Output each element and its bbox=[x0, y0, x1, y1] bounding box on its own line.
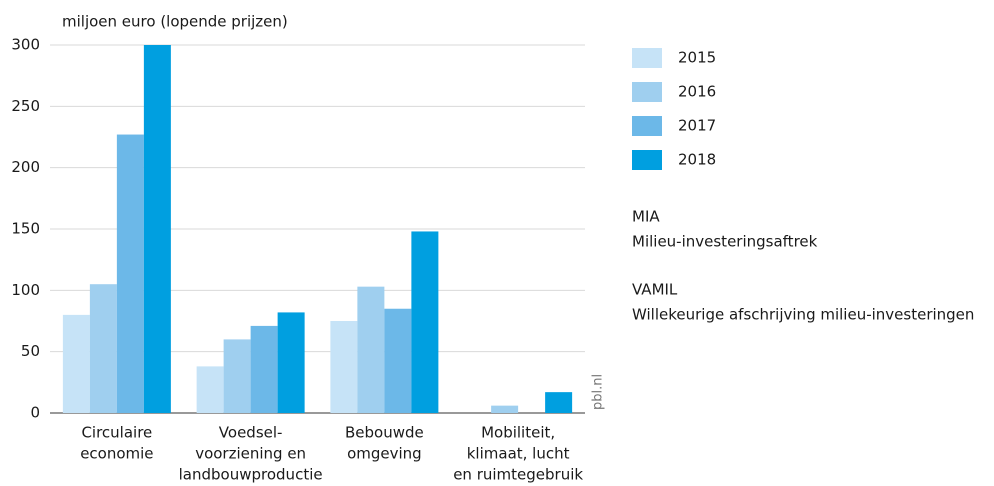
bar bbox=[277, 312, 305, 413]
legend-label: 2015 bbox=[678, 49, 716, 67]
x-tick-label: omgeving bbox=[347, 445, 422, 463]
x-tick-label: Voedsel- bbox=[219, 424, 283, 442]
note-text: Milieu-investeringsaftrek bbox=[632, 233, 818, 251]
source: pbl.nl bbox=[591, 374, 606, 410]
bar bbox=[116, 134, 144, 413]
y-tick-label: 100 bbox=[11, 281, 40, 299]
y-tick-label: 0 bbox=[30, 404, 40, 422]
legend-swatch bbox=[632, 116, 662, 136]
y-axis-label: miljoen euro (lopende prijzen) bbox=[62, 13, 288, 31]
bar bbox=[545, 392, 573, 413]
x-tick-label: economie bbox=[80, 445, 153, 463]
note-title: VAMIL bbox=[632, 281, 678, 299]
bar bbox=[143, 45, 171, 413]
legend-swatch bbox=[632, 82, 662, 102]
legend-swatch bbox=[632, 48, 662, 68]
bar bbox=[223, 339, 251, 413]
bar bbox=[411, 231, 439, 413]
y-tick-label: 200 bbox=[11, 158, 40, 176]
bar bbox=[357, 286, 385, 413]
x-tick-label: en ruimtegebruik bbox=[453, 466, 583, 484]
y-tick-label: 300 bbox=[11, 36, 40, 54]
bar bbox=[196, 366, 224, 413]
legend-label: 2016 bbox=[678, 83, 716, 101]
legend-label: 2017 bbox=[678, 117, 716, 135]
bar bbox=[384, 308, 412, 413]
note-text: Willekeurige afschrijving milieu-investe… bbox=[632, 306, 974, 324]
bar bbox=[491, 405, 519, 413]
bar bbox=[330, 321, 358, 413]
bar bbox=[250, 325, 278, 413]
bar bbox=[89, 284, 117, 413]
bar bbox=[62, 314, 90, 413]
x-tick-label: Mobiliteit, bbox=[481, 424, 555, 442]
x-tick-label: landbouwproductie bbox=[179, 466, 323, 484]
legend-swatch bbox=[632, 150, 662, 170]
x-tick-label: klimaat, lucht bbox=[467, 445, 570, 463]
y-tick-label: 50 bbox=[21, 342, 40, 360]
x-tick-label: voorziening en bbox=[195, 445, 306, 463]
legend-label: 2018 bbox=[678, 151, 716, 169]
x-tick-label: Bebouwde bbox=[345, 424, 424, 442]
note-title: MIA bbox=[632, 208, 660, 226]
x-tick-label: Circulaire bbox=[81, 424, 152, 442]
y-tick-label: 150 bbox=[11, 220, 40, 238]
y-tick-label: 250 bbox=[11, 97, 40, 115]
